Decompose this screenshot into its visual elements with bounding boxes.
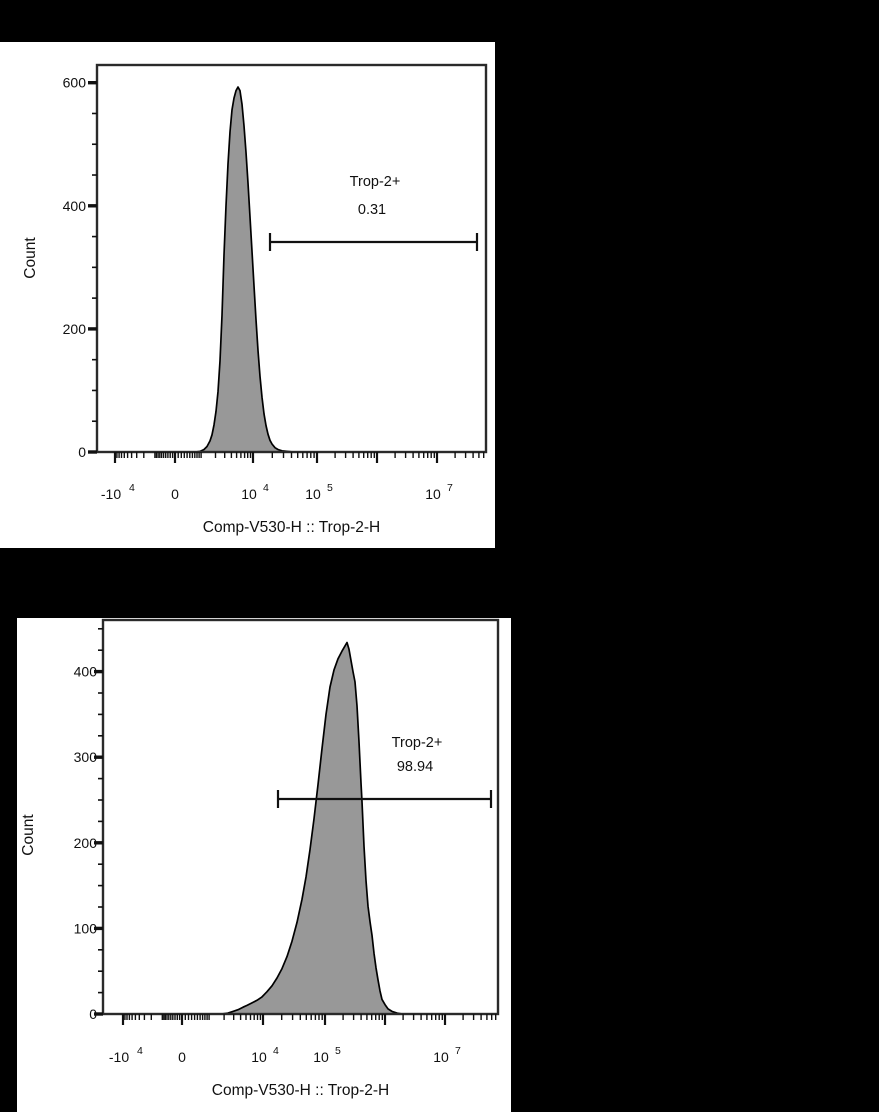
svg-text:0.31: 0.31 xyxy=(358,202,386,218)
flow-histogram-panel-trop2-positive: 0 100 200 300 400 -10 4 0 10 4 10 5 10 7 Comp-V530-H :… xyxy=(17,618,511,1112)
svg-text:4: 4 xyxy=(137,1045,143,1057)
svg-text:10: 10 xyxy=(313,1049,329,1065)
svg-text:Trop-2+: Trop-2+ xyxy=(350,174,401,190)
svg-text:100: 100 xyxy=(74,920,98,936)
svg-text:200: 200 xyxy=(74,835,98,851)
svg-text:10: 10 xyxy=(305,486,321,502)
flow-histogram-panel-trop2-negative: 0 200 400 600 -10 4 0 10 4 10 5 10 7 Comp-V530-H :: T… xyxy=(0,42,495,548)
svg-text:400: 400 xyxy=(63,198,87,214)
svg-text:Trop-2+: Trop-2+ xyxy=(392,735,443,751)
svg-text:10: 10 xyxy=(251,1049,267,1065)
svg-text:4: 4 xyxy=(263,482,269,494)
svg-text:5: 5 xyxy=(335,1045,341,1057)
svg-text:4: 4 xyxy=(273,1045,279,1057)
svg-text:10: 10 xyxy=(433,1049,449,1065)
svg-text:-10: -10 xyxy=(109,1049,129,1065)
svg-text:0: 0 xyxy=(78,444,86,460)
svg-text:10: 10 xyxy=(425,486,441,502)
svg-text:Count: Count xyxy=(20,814,37,856)
svg-text:7: 7 xyxy=(447,482,453,494)
svg-text:5: 5 xyxy=(327,482,333,494)
svg-text:4: 4 xyxy=(129,482,135,494)
svg-text:0: 0 xyxy=(89,1006,97,1022)
flow-histogram-svg-positive: 0 100 200 300 400 -10 4 0 10 4 10 5 10 7 Comp-V530-H :… xyxy=(20,618,500,1099)
svg-text:98.94: 98.94 xyxy=(397,759,433,775)
svg-text:7: 7 xyxy=(455,1045,461,1057)
svg-text:200: 200 xyxy=(63,321,87,337)
svg-text:0: 0 xyxy=(178,1049,186,1065)
svg-text:10: 10 xyxy=(241,486,257,502)
svg-text:-10: -10 xyxy=(101,486,121,502)
svg-text:300: 300 xyxy=(74,749,98,765)
svg-text:600: 600 xyxy=(63,75,87,91)
svg-text:0: 0 xyxy=(171,486,179,502)
svg-text:Count: Count xyxy=(22,237,39,279)
svg-text:Comp-V530-H :: Trop-2-H: Comp-V530-H :: Trop-2-H xyxy=(212,1082,389,1099)
svg-text:Comp-V530-H :: Trop-2-H: Comp-V530-H :: Trop-2-H xyxy=(203,519,380,536)
svg-text:400: 400 xyxy=(74,664,98,680)
